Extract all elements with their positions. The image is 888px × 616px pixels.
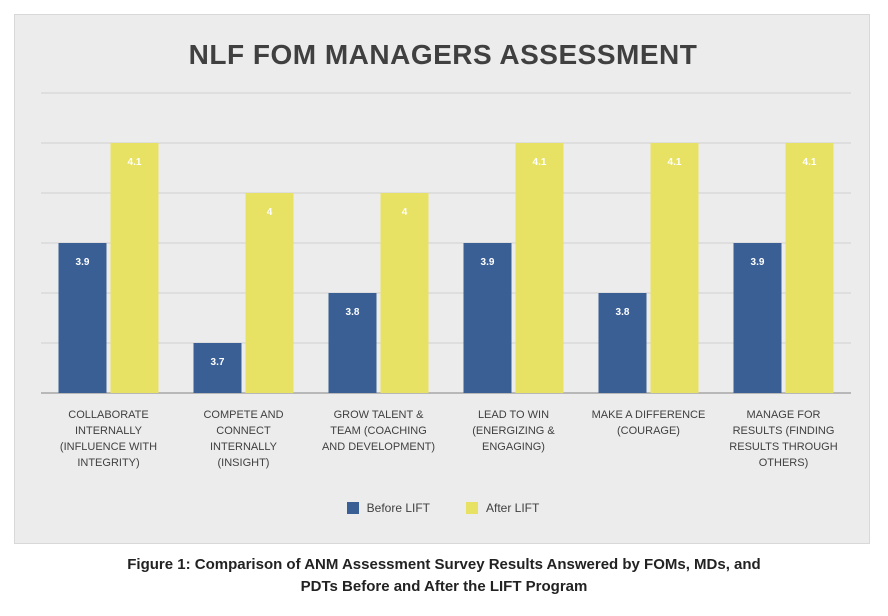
- data-label-after-2: 4: [402, 207, 408, 218]
- bar-after-1: [245, 193, 294, 393]
- figure-caption: Figure 1: Comparison of ANM Assessment S…: [0, 554, 888, 598]
- x-tick-label-line: COLLABORATE: [68, 409, 149, 421]
- chart-title: NLF FOM MANAGERS ASSESSMENT: [188, 39, 698, 70]
- x-tick-label-line: MAKE A DIFFERENCE: [591, 409, 706, 421]
- x-tick-label-line: (COURAGE): [617, 425, 680, 437]
- bar-after-4: [650, 143, 699, 393]
- bar-before-2: [328, 293, 377, 393]
- bar-before-1: [193, 343, 242, 393]
- bar-before-4: [598, 293, 647, 393]
- x-tick-label-line: OTHERS): [758, 457, 809, 469]
- bar-before-0: [58, 243, 107, 393]
- chart-frame: NLF FOM MANAGERS ASSESSMENT 3.9 3.7 3.8 3.9…: [14, 14, 870, 544]
- data-label-before-5: 3.9: [751, 257, 765, 268]
- x-tick-label-line: TEAM (COACHING: [330, 425, 427, 437]
- bar-after-3: [515, 143, 564, 393]
- x-tick-label-line: RESULTS (FINDING: [732, 425, 835, 437]
- x-tick-label-line: GROW TALENT &: [333, 409, 424, 421]
- x-tick-label-line: (INSIGHT): [217, 457, 270, 469]
- x-tick-label-line: ENGAGING): [482, 441, 545, 453]
- data-label-after-4: 4.1: [668, 157, 682, 168]
- x-tick-label-5: MANAGE FOR RESULTS (FINDING RESULTS THROUG…: [722, 407, 846, 471]
- data-label-before-1: 3.7: [211, 357, 225, 368]
- figure-caption-line-1: Figure 1: Comparison of ANM Assessment S…: [127, 556, 761, 573]
- x-tick-label-line: (INFLUENCE WITH: [59, 441, 158, 453]
- data-label-before-2: 3.8: [346, 307, 360, 318]
- data-label-before-3: 3.9: [481, 257, 495, 268]
- x-tick-label-0: COLLABORATE INTERNALLY (INFLUENCE WITH INTE…: [47, 407, 171, 471]
- bar-before-5: [733, 243, 782, 393]
- data-label-before-4: 3.8: [616, 307, 630, 318]
- x-tick-label-2: GROW TALENT & TEAM (COACHING AND DEVELOPME…: [317, 407, 441, 455]
- legend-swatch-before: [346, 502, 359, 514]
- bar-before-3: [463, 243, 512, 393]
- legend-item-before: Before LIFT: [346, 501, 430, 515]
- legend-swatch-after: [466, 502, 478, 514]
- figure-caption-line-2: PDTs Before and After the LIFT Program: [300, 578, 588, 595]
- x-tick-label-line: INTERNALLY: [74, 425, 143, 437]
- x-tick-label-line: LEAD TO WIN: [477, 409, 550, 421]
- x-tick-label-line: (ENERGIZING &: [472, 425, 555, 437]
- x-tick-label-line: MANAGE FOR: [746, 409, 821, 421]
- legend-item-after: After LIFT: [466, 501, 539, 515]
- data-label-after-5: 4.1: [803, 157, 817, 168]
- x-tick-label-line: RESULTS THROUGH: [729, 441, 838, 453]
- bar-after-5: [785, 143, 834, 393]
- bar-after-0: [110, 143, 159, 393]
- x-tick-label-4: MAKE A DIFFERENCE (COURAGE): [587, 407, 711, 439]
- legend-label-before: Before LIFT: [366, 501, 430, 515]
- x-tick-label-line: AND DEVELOPMENT): [321, 441, 436, 453]
- data-label-after-3: 4.1: [533, 157, 547, 168]
- x-tick-label-3: LEAD TO WIN (ENERGIZING & ENGAGING): [452, 407, 576, 455]
- data-label-after-0: 4.1: [128, 157, 142, 168]
- bar-chart-plot: 3.9 3.7 3.8 3.9 3.8 3.9 4.1 4 4 4.1 4.1 4.1: [41, 92, 851, 394]
- x-tick-label-line: CONNECT INTERNALLY: [209, 425, 278, 453]
- x-tick-label-1: COMPETE AND CONNECT INTERNALLY (INSIGHT): [182, 407, 306, 471]
- legend-label-after: After LIFT: [486, 501, 540, 515]
- data-label-before-0: 3.9: [76, 257, 90, 268]
- data-label-after-1: 4: [267, 207, 273, 218]
- bar-after-2: [380, 193, 429, 393]
- x-tick-label-line: INTEGRITY): [77, 457, 140, 469]
- chart-legend: Before LIFT After LIFT: [15, 501, 871, 515]
- x-tick-label-line: COMPETE AND: [203, 409, 284, 421]
